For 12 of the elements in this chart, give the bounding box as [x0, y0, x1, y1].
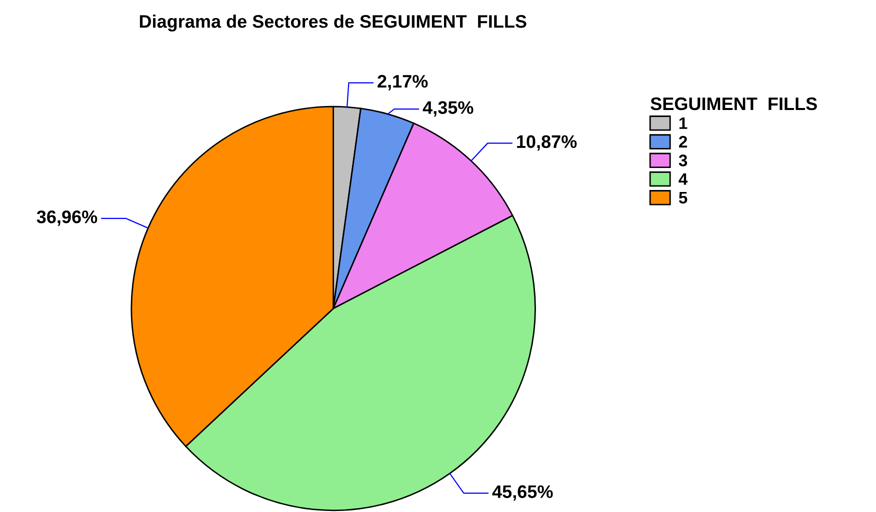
legend-label: 3	[678, 154, 688, 166]
data-label: 2,17%	[378, 74, 428, 90]
legend-label: 2	[679, 136, 688, 148]
legend-label: 5	[678, 192, 688, 204]
chart-title: Diagrama de Sectores de SEGUIMENT FILLS	[140, 14, 526, 32]
legend-label: 4	[678, 173, 688, 185]
legend-title: SEGUIMENT FILLS	[650, 97, 817, 110]
data-label: 45,65%	[492, 485, 553, 501]
data-label: 4,35%	[422, 101, 474, 117]
data-label: 10,87%	[517, 135, 577, 151]
data-label: 36,96%	[36, 210, 98, 226]
legend-label: 1	[679, 117, 688, 129]
